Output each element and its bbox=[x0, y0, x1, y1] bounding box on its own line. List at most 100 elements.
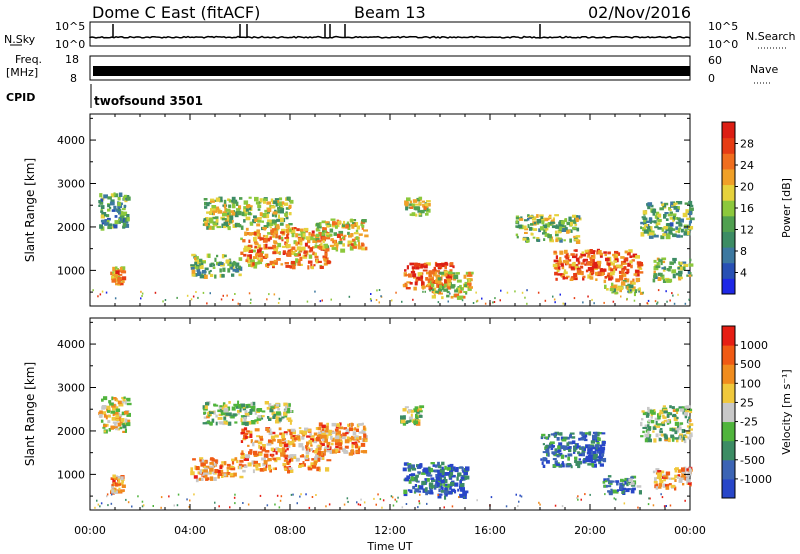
range-gate-cell bbox=[257, 204, 262, 208]
range-gate-cell bbox=[228, 401, 231, 404]
range-gate-cell bbox=[462, 492, 467, 496]
range-gate-cell bbox=[400, 415, 405, 420]
range-gate-cell bbox=[649, 409, 655, 414]
range-gate-cell bbox=[299, 256, 303, 261]
range-gate-cell bbox=[655, 425, 661, 428]
range-gate-cell bbox=[464, 490, 469, 494]
range-gate-cell bbox=[381, 506, 383, 509]
range-gate-cell bbox=[247, 444, 250, 447]
range-gate-cell bbox=[277, 408, 281, 411]
range-gate-cell bbox=[437, 280, 442, 285]
range-gate-cell bbox=[250, 402, 253, 406]
range-gate-cell bbox=[404, 282, 407, 287]
range-gate-cell bbox=[561, 461, 564, 465]
range-gate-cell bbox=[624, 481, 627, 485]
range-gate-cell bbox=[574, 238, 579, 241]
range-gate-cell bbox=[447, 274, 452, 279]
range-gate-cell bbox=[115, 266, 118, 269]
colorbar-swatch bbox=[722, 200, 735, 217]
range-gate-cell bbox=[684, 302, 687, 305]
range-gate-cell bbox=[205, 477, 209, 481]
range-gate-cell bbox=[279, 209, 284, 214]
range-gate-cell bbox=[253, 241, 258, 244]
range-gate-cell bbox=[672, 294, 674, 297]
date-title: 02/Nov/2016 bbox=[588, 3, 691, 22]
freq-tick-bottom: 8 bbox=[70, 72, 77, 85]
range-gate-cell bbox=[212, 209, 217, 213]
range-gate-cell bbox=[280, 450, 285, 454]
range-gate-cell bbox=[604, 493, 606, 496]
range-gate-cell bbox=[413, 420, 418, 425]
range-gate-cell bbox=[237, 400, 240, 405]
range-gate-cell bbox=[641, 418, 644, 421]
range-gate-cell bbox=[315, 238, 320, 242]
range-gate-cell bbox=[350, 224, 356, 227]
range-gate-cell bbox=[287, 249, 293, 253]
range-gate-cell bbox=[589, 249, 593, 253]
range-gate-cell bbox=[304, 254, 308, 257]
range-gate-cell bbox=[302, 463, 306, 467]
range-gate-cell bbox=[662, 203, 667, 208]
range-gate-cell bbox=[234, 493, 236, 496]
range-gate-cell bbox=[288, 429, 292, 433]
range-gate-cell bbox=[266, 406, 270, 410]
range-gate-cell bbox=[265, 237, 271, 242]
range-gate-cell bbox=[223, 199, 227, 204]
range-gate-cell bbox=[322, 239, 325, 243]
range-gate-cell bbox=[203, 274, 208, 279]
range-gate-cell bbox=[552, 217, 555, 220]
range-gate-cell bbox=[635, 255, 640, 259]
range-gate-cell bbox=[341, 436, 346, 440]
range-gate-cell bbox=[229, 506, 231, 509]
range-gate-cell bbox=[586, 255, 591, 258]
range-gate-cell bbox=[551, 225, 557, 229]
range-gate-cell bbox=[325, 467, 330, 472]
range-gate-cell bbox=[573, 273, 578, 277]
range-gate-cell bbox=[311, 458, 316, 461]
range-gate-cell bbox=[126, 412, 131, 417]
range-gate-cell bbox=[649, 220, 652, 224]
range-gate-cell bbox=[548, 216, 552, 218]
range-gate-cell bbox=[122, 208, 126, 211]
range-gate-cell bbox=[662, 278, 667, 283]
range-gate-cell bbox=[550, 221, 555, 224]
colorbar-tick-label: -25 bbox=[740, 416, 758, 429]
range-gate-cell bbox=[447, 300, 449, 303]
range-gate-cell bbox=[204, 222, 208, 227]
range-gate-cell bbox=[561, 225, 567, 228]
range-gate-cell bbox=[658, 438, 662, 442]
range-gate-cell bbox=[245, 227, 249, 231]
range-gate-cell bbox=[168, 495, 170, 498]
range-gate-cell bbox=[345, 432, 349, 435]
range-gate-cell bbox=[463, 471, 468, 475]
range-gate-cell bbox=[657, 276, 661, 280]
range-gate-cell bbox=[261, 410, 266, 413]
range-gate-cell bbox=[252, 256, 258, 259]
range-gate-cell bbox=[237, 302, 239, 305]
range-gate-cell bbox=[675, 208, 680, 213]
range-gate-cell bbox=[630, 489, 635, 494]
range-gate-cell bbox=[444, 487, 448, 491]
range-gate-cell bbox=[258, 247, 263, 250]
range-gate-cell bbox=[653, 259, 657, 263]
range-gate-cell bbox=[437, 495, 442, 499]
range-gate-cell bbox=[587, 261, 592, 266]
range-gate-cell bbox=[377, 493, 379, 496]
range-gate-cell bbox=[235, 212, 238, 216]
range-gate-cell bbox=[272, 244, 276, 250]
range-gate-cell bbox=[461, 299, 464, 302]
range-gate-cell bbox=[598, 454, 602, 459]
range-gate-cell bbox=[581, 254, 586, 257]
range-gate-cell bbox=[665, 290, 667, 293]
range-gate-cell bbox=[360, 498, 362, 501]
range-gate-cell bbox=[553, 251, 558, 255]
colorbar-swatch bbox=[722, 262, 735, 279]
range-gate-cell bbox=[212, 471, 215, 475]
range-gate-cell bbox=[545, 223, 550, 228]
range-gate-cell bbox=[673, 259, 676, 264]
range-gate-cell bbox=[585, 432, 589, 435]
range-gate-cell bbox=[353, 241, 357, 246]
range-gate-cell bbox=[284, 467, 287, 471]
data-blob bbox=[602, 475, 642, 496]
range-gate-cell bbox=[244, 421, 249, 426]
